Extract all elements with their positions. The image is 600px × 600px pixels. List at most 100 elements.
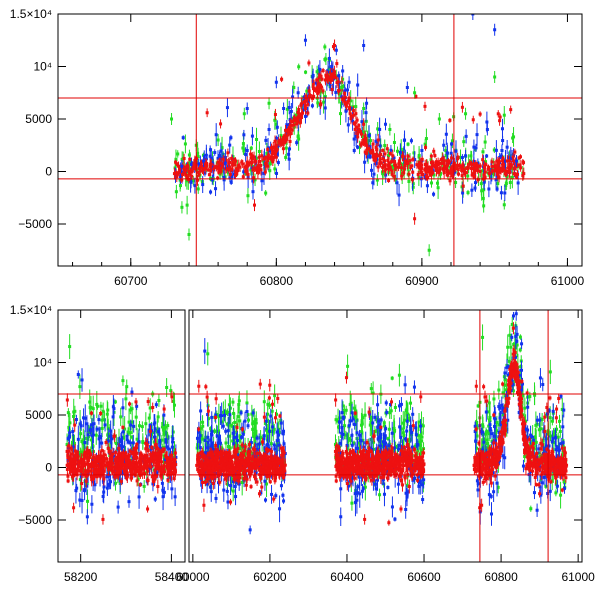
data-point bbox=[235, 439, 239, 443]
data-point bbox=[322, 100, 326, 104]
data-point bbox=[430, 172, 434, 176]
data-point bbox=[264, 164, 268, 168]
data-point bbox=[517, 156, 521, 160]
data-point bbox=[385, 147, 389, 151]
data-point bbox=[154, 442, 158, 446]
data-point bbox=[242, 112, 246, 116]
y-tick-label: 1.5×10⁴ bbox=[10, 7, 52, 21]
data-point bbox=[388, 128, 392, 131]
data-point bbox=[112, 407, 116, 411]
data-point bbox=[242, 170, 246, 174]
data-point bbox=[499, 154, 503, 158]
data-point bbox=[252, 435, 256, 439]
data-point bbox=[249, 152, 253, 156]
data-point bbox=[362, 107, 366, 110]
data-point bbox=[152, 435, 156, 439]
data-point bbox=[376, 165, 380, 169]
data-point bbox=[219, 161, 223, 165]
data-point bbox=[356, 145, 360, 149]
data-point bbox=[458, 164, 462, 168]
data-point bbox=[171, 437, 175, 441]
data-point bbox=[127, 500, 131, 504]
data-point bbox=[430, 181, 434, 185]
data-point bbox=[359, 132, 363, 136]
data-point bbox=[199, 409, 203, 413]
data-point bbox=[253, 434, 257, 438]
top-plot-frame bbox=[57, 13, 583, 267]
data-point bbox=[274, 155, 278, 159]
data-point bbox=[238, 419, 242, 423]
data-point bbox=[476, 164, 480, 168]
data-point bbox=[496, 182, 500, 186]
data-point bbox=[370, 168, 374, 172]
data-point bbox=[319, 103, 323, 107]
data-point bbox=[131, 450, 135, 454]
data-point bbox=[368, 139, 372, 143]
data-point bbox=[333, 44, 337, 47]
data-point bbox=[357, 127, 361, 131]
data-point bbox=[352, 113, 356, 117]
data-point bbox=[70, 462, 74, 466]
data-point bbox=[448, 118, 452, 122]
data-point bbox=[229, 423, 233, 427]
data-point bbox=[158, 439, 162, 443]
data-point bbox=[208, 485, 212, 489]
data-point bbox=[295, 141, 299, 145]
data-point bbox=[464, 171, 468, 175]
data-point bbox=[144, 422, 148, 426]
data-point bbox=[172, 477, 176, 481]
data-point bbox=[72, 469, 76, 473]
data-point bbox=[101, 461, 105, 465]
data-point bbox=[339, 112, 343, 116]
data-point bbox=[105, 475, 109, 479]
data-point bbox=[193, 167, 197, 171]
data-point bbox=[231, 489, 235, 493]
data-point bbox=[229, 136, 233, 140]
x-tick-label: 58200 bbox=[64, 570, 98, 584]
data-point bbox=[168, 456, 172, 460]
data-point bbox=[254, 418, 258, 422]
data-point bbox=[149, 452, 153, 456]
data-point bbox=[121, 425, 125, 429]
data-point bbox=[282, 442, 286, 446]
data-point bbox=[450, 139, 454, 143]
data-point bbox=[252, 155, 256, 159]
data-point bbox=[400, 174, 404, 178]
data-point bbox=[138, 464, 142, 468]
data-point bbox=[120, 466, 124, 470]
data-point bbox=[251, 179, 255, 183]
data-point bbox=[516, 172, 520, 176]
data-point bbox=[94, 433, 98, 437]
data-point bbox=[345, 88, 349, 92]
data-point bbox=[129, 476, 133, 480]
data-point bbox=[472, 164, 476, 168]
data-point bbox=[395, 165, 399, 169]
data-point bbox=[175, 163, 179, 167]
data-point bbox=[113, 475, 117, 479]
data-point bbox=[297, 65, 301, 69]
data-point bbox=[450, 174, 454, 178]
data-point bbox=[363, 150, 367, 154]
data-point bbox=[90, 438, 94, 442]
data-point bbox=[226, 151, 230, 155]
data-point bbox=[245, 107, 249, 110]
data-point bbox=[244, 168, 248, 172]
data-point bbox=[316, 101, 320, 105]
data-point bbox=[279, 463, 283, 467]
data-point bbox=[397, 165, 401, 169]
data-point bbox=[272, 427, 276, 431]
data-point bbox=[514, 173, 518, 177]
data-point bbox=[494, 148, 498, 152]
data-point bbox=[461, 165, 465, 169]
data-point bbox=[264, 419, 268, 423]
data-point bbox=[285, 123, 289, 127]
data-point bbox=[410, 164, 414, 168]
data-point bbox=[100, 472, 104, 476]
data-point bbox=[255, 168, 259, 172]
data-point bbox=[207, 417, 211, 421]
data-point bbox=[375, 178, 379, 182]
data-point bbox=[417, 164, 421, 168]
data-point bbox=[72, 414, 76, 418]
data-point bbox=[165, 386, 169, 390]
data-point bbox=[209, 490, 213, 494]
